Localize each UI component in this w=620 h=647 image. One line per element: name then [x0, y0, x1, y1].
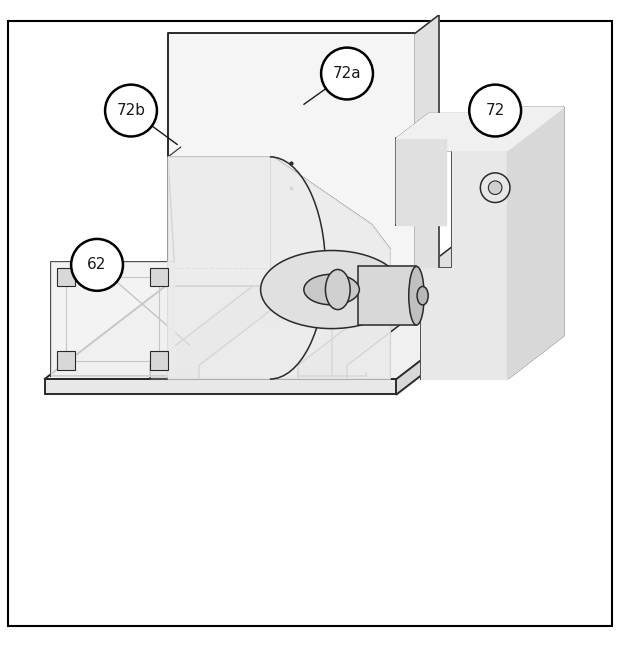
Polygon shape	[45, 256, 557, 379]
Text: 72b: 72b	[117, 103, 146, 118]
Bar	[57, 351, 76, 370]
Polygon shape	[396, 114, 478, 138]
Polygon shape	[396, 138, 446, 225]
Text: ereplacementParts.com: ereplacementParts.com	[252, 316, 368, 325]
Text: 72: 72	[485, 103, 505, 118]
Text: 62: 62	[87, 258, 107, 272]
Bar	[358, 267, 417, 325]
Ellipse shape	[409, 267, 424, 325]
Bar	[149, 351, 168, 370]
Polygon shape	[149, 242, 360, 366]
Polygon shape	[415, 15, 439, 287]
Bar	[149, 268, 168, 287]
Circle shape	[469, 85, 521, 137]
Ellipse shape	[304, 274, 360, 305]
Polygon shape	[45, 379, 396, 395]
Ellipse shape	[489, 181, 502, 195]
Ellipse shape	[480, 173, 510, 203]
FancyBboxPatch shape	[7, 21, 613, 626]
Polygon shape	[508, 107, 564, 379]
Text: 72a: 72a	[333, 66, 361, 81]
Circle shape	[321, 48, 373, 100]
Ellipse shape	[417, 287, 428, 305]
Polygon shape	[149, 366, 199, 379]
Polygon shape	[298, 242, 508, 366]
Bar	[57, 268, 76, 287]
Polygon shape	[421, 151, 508, 379]
Circle shape	[105, 85, 157, 137]
Circle shape	[71, 239, 123, 291]
Ellipse shape	[260, 250, 402, 329]
Polygon shape	[396, 256, 557, 395]
Polygon shape	[168, 34, 415, 287]
Ellipse shape	[326, 270, 350, 310]
Polygon shape	[168, 157, 390, 379]
Polygon shape	[421, 107, 564, 151]
Polygon shape	[51, 262, 174, 376]
Polygon shape	[298, 366, 347, 379]
